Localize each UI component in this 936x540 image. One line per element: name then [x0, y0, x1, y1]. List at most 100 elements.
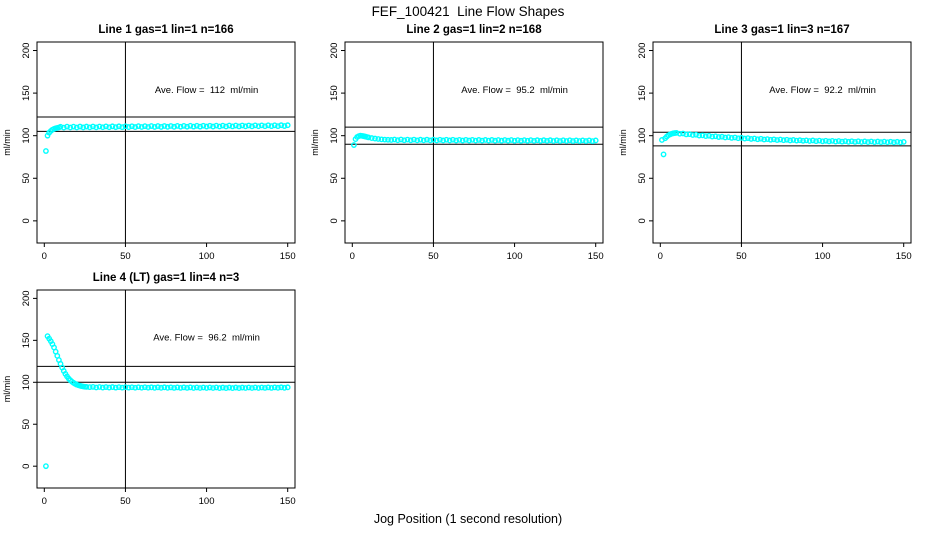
- x-tick-label: 100: [815, 251, 831, 262]
- y-axis-label: ml/min: [2, 376, 12, 403]
- data-point: [262, 123, 268, 130]
- data-point: [706, 132, 712, 139]
- data-point: [887, 138, 894, 145]
- data-point: [430, 136, 437, 143]
- data-point: [255, 123, 262, 130]
- data-point: [511, 137, 518, 144]
- data-point: [151, 384, 158, 391]
- data-point: [103, 123, 109, 130]
- data-point: [589, 138, 596, 145]
- x-tick-label: 150: [588, 251, 604, 262]
- data-point: [151, 124, 158, 130]
- data-point: [73, 124, 80, 131]
- y-tick-label: 150: [21, 332, 32, 348]
- data-point: [748, 136, 755, 142]
- x-tick-label: 50: [736, 251, 747, 262]
- x-tick-label: 0: [42, 496, 47, 507]
- data-point: [787, 137, 794, 144]
- x-axis-label: Jog Position (1 second resolution): [373, 512, 563, 526]
- y-tick-label: 0: [21, 218, 32, 223]
- data-point: [540, 137, 547, 144]
- panel-title: Line 1 gas=1 lin=1 n=166: [98, 24, 233, 36]
- data-point: [878, 139, 884, 146]
- data-point: [689, 132, 696, 138]
- data-point: [894, 138, 901, 145]
- data-point: [249, 385, 255, 391]
- data-point: [83, 123, 90, 130]
- data-point: [492, 137, 498, 144]
- data-point: [64, 123, 70, 130]
- data-point: [206, 122, 213, 129]
- data-point: [43, 148, 49, 154]
- plot-box: [344, 41, 604, 244]
- y-tick-label: 200: [329, 43, 340, 59]
- data-point: [485, 137, 492, 144]
- data-point: [223, 123, 229, 130]
- data-point: [884, 139, 891, 146]
- data-point: [154, 123, 161, 129]
- data-point: [466, 137, 473, 144]
- data-point: [236, 123, 242, 130]
- data-point: [715, 134, 722, 140]
- data-point: [696, 132, 703, 139]
- data-point: [210, 385, 216, 391]
- data-point: [200, 122, 207, 129]
- data-point: [249, 123, 255, 130]
- data-point: [96, 384, 103, 390]
- data-point: [351, 142, 357, 148]
- data-point: [770, 136, 777, 143]
- y-tick-label: 50: [21, 419, 32, 430]
- ave-flow-annotation: Ave. Flow = 96.2 ml/min: [153, 332, 260, 343]
- data-point: [203, 123, 210, 130]
- data-point: [702, 133, 709, 140]
- data-point: [443, 136, 450, 143]
- y-axis-label: ml/min: [310, 129, 320, 156]
- data-point: [148, 123, 155, 129]
- data-point: [262, 385, 268, 391]
- data-point: [229, 385, 236, 391]
- data-point: [93, 384, 100, 391]
- data-point: [521, 137, 528, 144]
- data-point: [576, 138, 583, 144]
- data-point: [119, 384, 126, 391]
- data-point: [754, 136, 761, 143]
- data-point: [245, 384, 252, 391]
- data-point: [446, 137, 453, 144]
- data-point: [871, 139, 878, 146]
- data-point: [800, 137, 806, 144]
- data-point: [709, 133, 716, 140]
- data-point: [424, 136, 430, 143]
- y-tick-label: 50: [329, 173, 340, 184]
- data-point: [501, 137, 508, 143]
- data-point: [232, 122, 239, 129]
- data-point: [187, 122, 194, 129]
- data-point: [745, 135, 751, 142]
- data-point: [70, 123, 77, 130]
- data-point: [839, 138, 845, 145]
- data-point: [751, 135, 758, 142]
- data-point: [213, 384, 220, 391]
- data-point: [482, 137, 489, 143]
- data-point: [203, 385, 210, 391]
- data-point: [391, 136, 398, 143]
- data-point: [459, 137, 466, 144]
- data-point: [164, 384, 171, 391]
- y-tick-label: 100: [637, 128, 648, 144]
- data-point: [184, 123, 190, 130]
- data-point: [557, 138, 563, 144]
- data-point: [401, 137, 408, 144]
- y-tick-label: 200: [21, 290, 32, 306]
- data-point: [865, 139, 871, 145]
- x-tick-label: 50: [428, 251, 439, 262]
- data-point: [385, 136, 391, 143]
- data-point: [271, 384, 278, 391]
- data-point: [537, 137, 544, 144]
- data-point: [712, 133, 719, 140]
- data-point: [206, 384, 213, 391]
- data-point: [728, 135, 735, 141]
- y-axis-label: ml/min: [2, 129, 12, 156]
- data-point: [265, 122, 272, 129]
- data-point: [573, 137, 580, 144]
- data-point: [90, 123, 96, 130]
